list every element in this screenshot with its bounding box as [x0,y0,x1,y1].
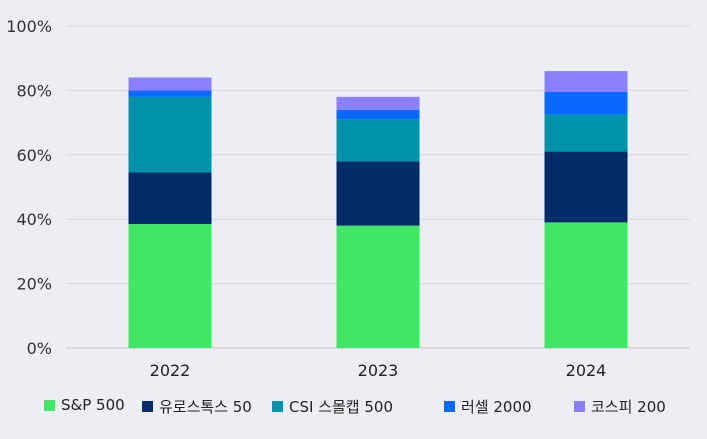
legend-label: S&P 500 [61,396,125,414]
bar-segment [544,222,628,348]
bar-segment [336,96,420,110]
legend-item: 코스피 200 [574,396,666,417]
bar-segment [128,96,212,173]
y-tick-label: 0% [27,339,52,358]
legend: S&P 500 유로스톡스 50 CSI 스몰캡 500 러셀 2000 코스피 200 [0,396,707,424]
bar-segment [128,77,212,91]
bar-segment [128,224,212,348]
y-tick-label: 60% [16,146,52,165]
bar-segment [544,92,628,115]
bar-segment [544,151,628,223]
legend-item: 러셀 2000 [444,396,532,417]
bar-segment [336,225,420,348]
bar-segment [336,161,420,226]
bars [128,71,628,348]
legend-label: 러셀 2000 [461,398,532,416]
legend-label: CSI 스몰캡 500 [289,398,393,416]
x-tick-label: 2024 [566,361,607,380]
bar-segment [336,119,420,162]
legend-item: CSI 스몰캡 500 [272,396,393,417]
legend-swatch [44,399,55,411]
x-tick-label: 2023 [358,361,399,380]
bar-segment [544,71,628,93]
legend-item: S&P 500 [44,396,125,414]
x-tick-label: 2022 [150,361,191,380]
legend-label: 코스피 200 [591,398,666,416]
x-axis-ticks: 2022 2023 2024 [150,361,607,380]
y-tick-label: 20% [16,275,52,294]
y-tick-label: 40% [16,210,52,229]
y-tick-label: 100% [6,17,52,36]
y-tick-label: 80% [16,81,52,100]
y-axis-ticks: 0% 20% 40% 60% 80% 100% [6,17,52,358]
legend-swatch [142,401,153,412]
bar-segment [544,114,628,152]
stacked-bar-chart: 0% 20% 40% 60% 80% 100% 2022 2023 2024 [6,17,690,380]
bar-segment [336,109,420,120]
legend-item: 유로스톡스 50 [142,396,252,417]
legend-swatch [272,401,283,412]
legend-swatch [444,401,455,412]
legend-swatch [574,401,585,412]
legend-label: 유로스톡스 50 [159,398,252,416]
bar-segment [128,90,212,97]
bar-segment [128,172,212,225]
